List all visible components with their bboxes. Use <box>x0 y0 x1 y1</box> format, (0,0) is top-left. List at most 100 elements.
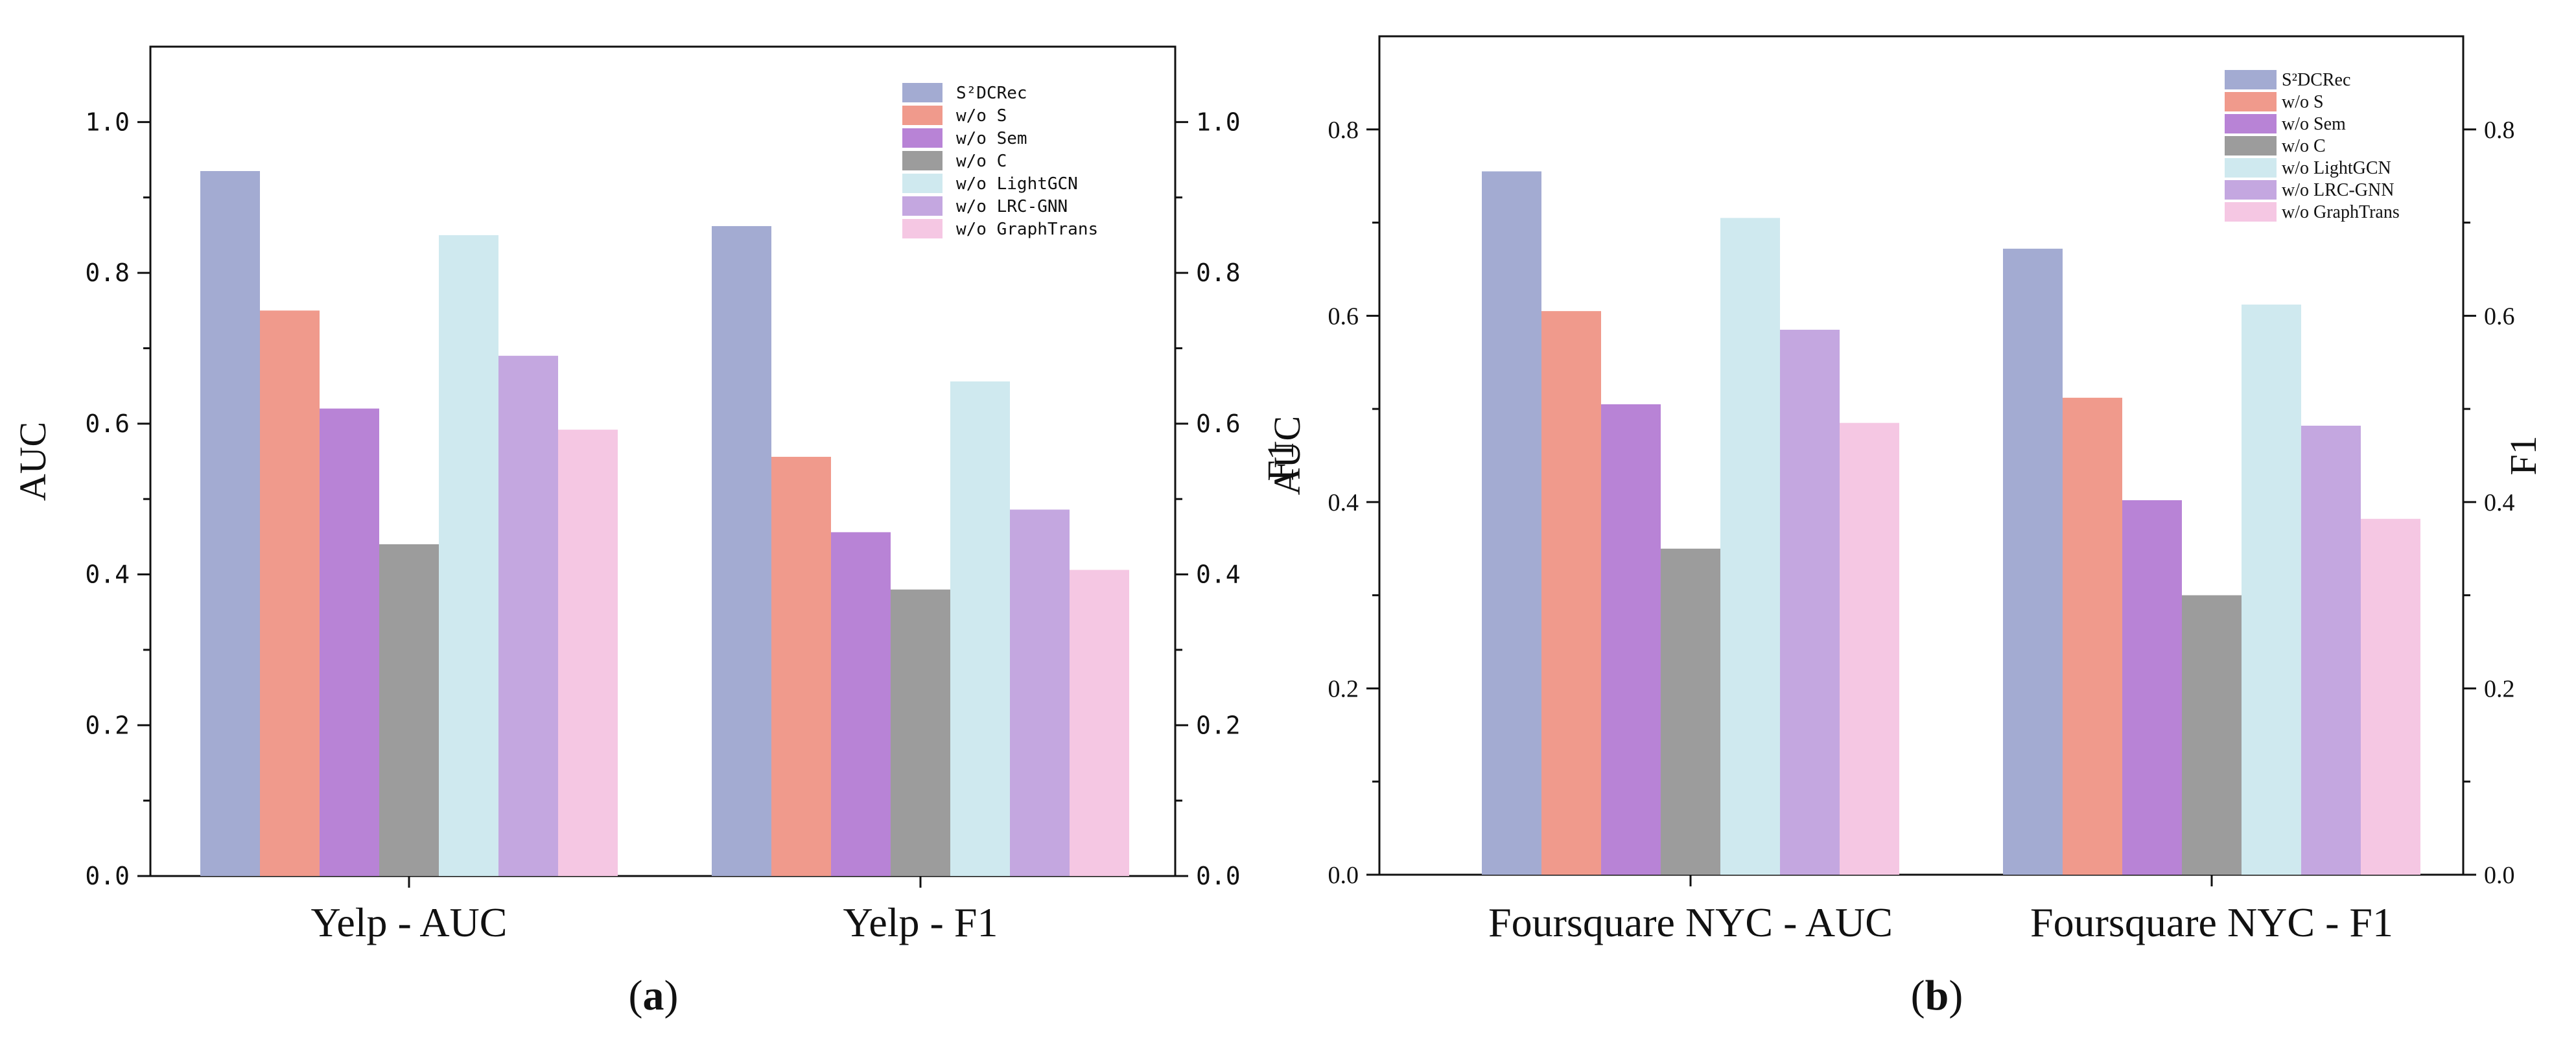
chart-panel-b: Foursquare NYC - AUC Foursquare NYC - F1 0… <box>1266 35 2544 1019</box>
y-tick-label-left: 1.0 <box>85 108 130 136</box>
y-tick-label-left: 0.2 <box>1328 675 1359 702</box>
y-tick-label-right: 0.6 <box>1196 409 1241 438</box>
legend-swatch-5 <box>2225 180 2277 200</box>
bar-0-2 <box>320 408 379 876</box>
bar-0-6 <box>558 430 618 876</box>
legend-label-3: w/o C <box>2282 136 2326 156</box>
chart-panel-a: Yelp - AUC Yelp - F1 0.0 0.0 0.2 0.2 0.4 0.4 0.6… <box>12 45 1302 1019</box>
bar-0-5 <box>1780 329 1840 875</box>
bar-0-0 <box>200 171 260 876</box>
legend-swatch-1 <box>902 106 943 125</box>
caption-close: ) <box>664 972 679 1019</box>
y2-axis-title: F1 <box>1259 441 1302 481</box>
bar-0-6 <box>1840 422 1899 875</box>
y-tick-label-left: 0.0 <box>1328 862 1359 889</box>
y-tick-label-left: 0.0 <box>85 862 130 890</box>
bar-1-1 <box>2063 397 2122 875</box>
bar-0-5 <box>498 356 558 876</box>
bar-1-4 <box>2242 305 2301 875</box>
bar-1-0 <box>712 225 771 877</box>
legend-label-1: w/o S <box>2282 92 2324 112</box>
bar-0-4 <box>439 235 498 877</box>
y-tick-label-left: 0.2 <box>85 711 130 739</box>
legend-swatch-0 <box>902 83 943 102</box>
bar-0-1 <box>260 310 320 877</box>
bar-0-0 <box>1482 171 1541 875</box>
y-tick-label-left: 0.4 <box>85 560 130 589</box>
legend-label-6: w/o GraphTrans <box>2282 202 2400 222</box>
y-tick-label-right: 0.0 <box>2484 862 2515 889</box>
y-axis-title: AUC <box>12 422 54 501</box>
bar-1-5 <box>1010 509 1070 876</box>
bar-1-6 <box>1070 570 1129 876</box>
y-tick-label-right: 0.6 <box>2484 303 2515 330</box>
bar-1-6 <box>2361 518 2420 875</box>
y-tick-label-left: 0.4 <box>1328 489 1359 516</box>
y-tick-label-left: 0.6 <box>1328 303 1359 330</box>
category-label: Yelp - AUC <box>311 899 508 945</box>
legend-label-4: w/o LightGCN <box>956 174 1078 194</box>
legend-swatch-6 <box>2225 202 2277 222</box>
y-tick-label-right: 0.8 <box>1196 259 1241 287</box>
legend-label-0: S²DCRec <box>2282 70 2350 90</box>
bar-1-2 <box>2122 500 2182 875</box>
bar-1-2 <box>831 532 891 876</box>
caption-letter: a <box>643 972 664 1019</box>
caption-open: ( <box>629 972 643 1019</box>
bar-1-0 <box>2003 248 2063 875</box>
bar-0-2 <box>1601 404 1661 875</box>
legend-swatch-3 <box>902 151 943 170</box>
legend-label-0: S²DCRec <box>956 84 1027 103</box>
category-label: Yelp - F1 <box>843 899 998 945</box>
legend-label-6: w/o GraphTrans <box>956 220 1098 239</box>
y-tick-label-right: 1.0 <box>1196 108 1241 136</box>
panel-caption: (b) <box>1911 972 1963 1019</box>
legend-swatch-0 <box>2225 70 2277 89</box>
legend-label-5: w/o LRC-GNN <box>2282 180 2394 200</box>
y-tick-label-right: 0.2 <box>1196 711 1241 739</box>
legend-label-5: w/o LRC-GNN <box>956 197 1068 216</box>
plot-frame <box>149 45 1177 877</box>
bar-1-1 <box>771 457 831 876</box>
bar-1-3 <box>2182 595 2242 875</box>
bar-1-3 <box>891 589 950 876</box>
legend-swatch-2 <box>902 128 943 148</box>
legend-swatch-4 <box>2225 158 2277 178</box>
caption-letter: b <box>1925 972 1949 1019</box>
legend: S²DCRec w/o S w/o Sem w/o C w/o LightGCN w/o … <box>902 83 1098 239</box>
bar-0-3 <box>1661 548 1720 875</box>
legend-label-1: w/o S <box>956 106 1007 126</box>
legend-swatch-6 <box>902 219 943 238</box>
y-tick-label-right: 0.4 <box>2484 489 2515 516</box>
y-tick-label-right: 0.2 <box>2484 675 2515 702</box>
y-tick-label-left: 0.6 <box>85 409 130 438</box>
legend-label-2: w/o Sem <box>2282 114 2346 134</box>
legend-swatch-4 <box>902 174 943 193</box>
bar-1-5 <box>2301 425 2361 875</box>
y-axis-title: AUC <box>1266 416 1308 495</box>
legend-label-4: w/o LightGCN <box>2282 158 2391 178</box>
caption-close: ) <box>1949 972 1963 1019</box>
y2-axis-title: F1 <box>2502 435 2544 475</box>
legend-swatch-3 <box>2225 136 2277 156</box>
category-label: Foursquare NYC - AUC <box>1488 899 1893 945</box>
bar-0-3 <box>379 544 439 876</box>
caption-open: ( <box>1911 972 1925 1019</box>
category-label: Foursquare NYC - F1 <box>2030 899 2393 945</box>
legend-label-2: w/o Sem <box>956 129 1027 148</box>
legend-swatch-1 <box>2225 92 2277 111</box>
plot-frame <box>1378 35 2465 876</box>
legend-swatch-5 <box>902 196 943 216</box>
legend-swatch-2 <box>2225 114 2277 133</box>
bar-0-4 <box>1720 218 1780 875</box>
y-tick-label-left: 0.8 <box>1328 117 1359 144</box>
legend-label-3: w/o C <box>956 152 1007 171</box>
y-tick-label-left: 0.8 <box>85 259 130 287</box>
panel-caption: (a) <box>629 972 679 1019</box>
y-tick-label-right: 0.4 <box>1196 560 1241 589</box>
bar-1-4 <box>950 381 1010 876</box>
y-tick-label-right: 0.0 <box>1196 862 1241 890</box>
y-tick-label-right: 0.8 <box>2484 117 2515 144</box>
